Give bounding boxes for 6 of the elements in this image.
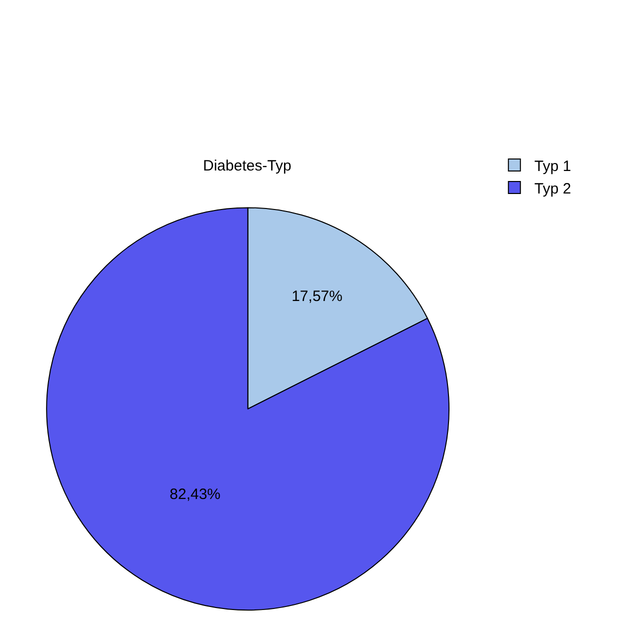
legend-label: Typ 1 (534, 158, 572, 175)
data-label: 17,57% (292, 288, 342, 306)
chart-title: Diabetes-Typ (203, 157, 292, 174)
pie-slice (46, 207, 450, 610)
data-label: 82,43% (170, 486, 221, 504)
legend-label: Typ 2 (534, 180, 572, 198)
